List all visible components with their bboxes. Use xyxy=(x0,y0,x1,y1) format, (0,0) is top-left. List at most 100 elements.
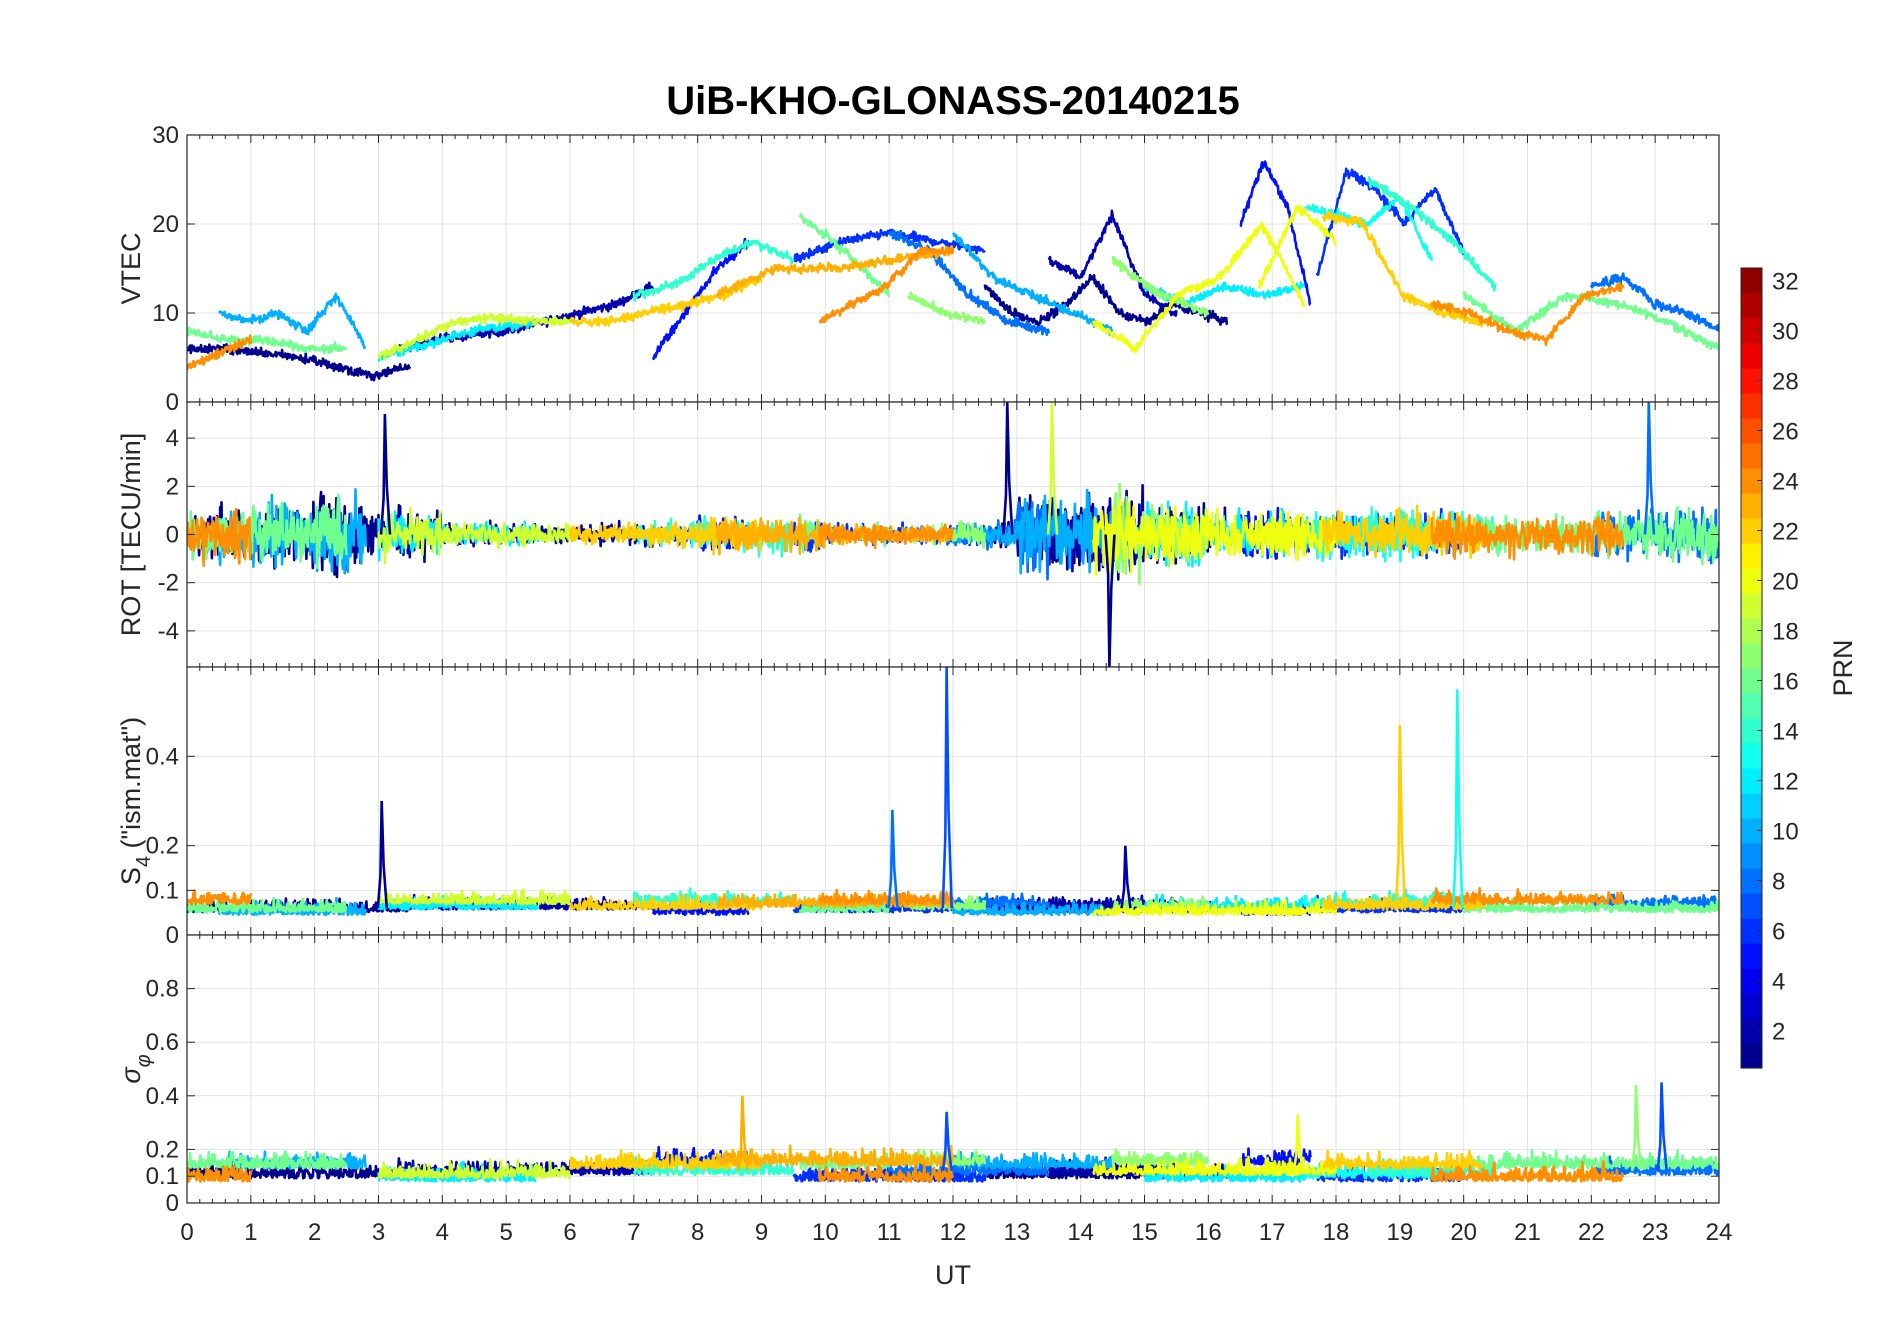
series-prn-16-vtec xyxy=(798,213,891,298)
x-tick-label: 16 xyxy=(1195,1219,1222,1246)
series-prn-22-rot xyxy=(568,515,763,556)
y-tick-label: 0.8 xyxy=(146,976,179,1003)
spike-prn-17-sigma xyxy=(1630,1085,1643,1171)
series-prn-16-s4 xyxy=(187,893,348,914)
colorbar-swatch xyxy=(1741,818,1762,844)
series-prn-22-vtec xyxy=(1321,211,1485,328)
series-prn-24-rot xyxy=(818,523,954,550)
colorbar-tick-label: 18 xyxy=(1772,619,1799,646)
x-tick-label: 1 xyxy=(244,1219,257,1246)
y-tick-label: 30 xyxy=(152,122,179,149)
x-tick-label: 18 xyxy=(1323,1219,1350,1246)
colorbar-tick-label: 20 xyxy=(1772,569,1799,596)
colorbar-swatch xyxy=(1741,1043,1762,1069)
series-prn-16-sigma xyxy=(187,1150,348,1170)
y-tick-label: 0.2 xyxy=(146,1136,179,1163)
series-prn-16-vtec xyxy=(1462,291,1719,351)
colorbar-swatch xyxy=(1741,618,1762,644)
x-tick-label: 15 xyxy=(1131,1219,1158,1246)
x-tick-label: 3 xyxy=(372,1219,385,1246)
y-tick-label: -4 xyxy=(158,618,179,645)
x-tick-label: 17 xyxy=(1259,1219,1286,1246)
colorbar-swatch xyxy=(1741,568,1762,594)
series-prn-12-s4 xyxy=(377,894,540,911)
colorbar-tick-label: 10 xyxy=(1772,819,1799,846)
spike-prn-2-s4 xyxy=(1120,845,1132,909)
colorbar-tick-label: 22 xyxy=(1772,519,1799,546)
colorbar-tick-label: 16 xyxy=(1772,669,1799,696)
spike-prn-8-rot xyxy=(1643,402,1656,535)
y-label-main: σ xyxy=(116,1066,146,1084)
x-axis: 0 1 2 3 4 5 6 7 8 9 10 11 12 13 14 15 16 17 18 19 20 21 22 23 24 xyxy=(180,1219,1732,1246)
x-tick-label: 22 xyxy=(1578,1219,1605,1246)
y-tick-label: -2 xyxy=(158,570,179,597)
y-tick-label: 20 xyxy=(152,211,179,238)
colorbar-tick-label: 28 xyxy=(1772,369,1799,396)
spike-prn-7-s4 xyxy=(941,667,954,909)
series-prn-23-sigma xyxy=(715,1144,955,1167)
series-prn-16-s4 xyxy=(1462,897,1719,914)
series-prn-19-rot xyxy=(377,506,572,565)
series-prn-2-vtec xyxy=(1047,209,1178,317)
y-tick-label: 0 xyxy=(166,1190,179,1217)
spike-prn-23-sigma xyxy=(737,1095,749,1171)
y-tick-label: 0.2 xyxy=(146,833,179,860)
spike-prn-20-sigma xyxy=(1292,1114,1305,1172)
x-tick-label: 24 xyxy=(1706,1219,1733,1246)
colorbar-tick-label: 2 xyxy=(1772,1019,1785,1046)
colorbar-swatch xyxy=(1741,868,1762,894)
series-prn-5-vtec xyxy=(651,237,750,361)
series-prn-8-vtec xyxy=(888,230,1051,337)
spike-prn-1-rot xyxy=(1104,534,1116,667)
colorbar-tick-label: 12 xyxy=(1772,769,1799,796)
x-tick-label: 10 xyxy=(812,1219,839,1246)
colorbar-swatch xyxy=(1741,993,1762,1019)
series-group-s4 xyxy=(187,667,1719,917)
colorbar-swatch xyxy=(1741,843,1762,869)
colorbar-swatch xyxy=(1741,943,1762,969)
panel-rot: -4 -2 0 2 4 ROT [TECU/min] xyxy=(116,401,1720,668)
chart-title: UiB-KHO-GLONASS-20140215 xyxy=(666,79,1240,123)
series-prn-19-vtec xyxy=(377,312,572,361)
x-tick-label: 5 xyxy=(499,1219,512,1246)
colorbar-swatch xyxy=(1741,768,1762,794)
series-prn-22-sigma xyxy=(1322,1149,1484,1170)
panel-vtec: 0 10 20 30 VTEC xyxy=(116,122,1720,416)
colorbar-tick-label: 32 xyxy=(1772,269,1799,296)
spike-prn-7-sigma xyxy=(1656,1082,1668,1171)
series-prn-19-s4 xyxy=(377,888,572,906)
series-prn-13-vtec xyxy=(1302,195,1434,261)
colorbar-swatch xyxy=(1741,418,1762,444)
series-prn-17-vtec xyxy=(1111,255,1210,318)
spike-prn-13-s4 xyxy=(1452,689,1464,909)
series-prn-20-vtec xyxy=(1092,221,1306,354)
series-prn-10-vtec xyxy=(952,231,1114,337)
series-prn-17-s4 xyxy=(907,894,987,911)
series-prn-16-s4 xyxy=(798,895,890,914)
colorbar-frame xyxy=(1740,267,1763,1069)
series-prn-19-sigma xyxy=(377,1158,572,1180)
y-tick-label: 0.1 xyxy=(146,877,179,904)
colorbar-swatch xyxy=(1741,918,1762,944)
series-prn-17-vtec xyxy=(907,291,986,325)
colorbar-swatch xyxy=(1741,443,1762,469)
series-prn-24-vtec xyxy=(818,245,955,324)
series-prn-16-sigma xyxy=(1462,1148,1719,1170)
series-group-rot xyxy=(187,402,1719,667)
y-tick-label: 0 xyxy=(166,922,179,949)
series-prn-5-vtec xyxy=(1239,160,1312,306)
y-tick-label: 0.4 xyxy=(146,743,179,770)
colorbar-swatch xyxy=(1741,743,1762,769)
panel-sigma: 00.10.2 0.4 0.6 0.8 σφ xyxy=(116,934,1720,1217)
colorbar-swatch xyxy=(1741,968,1762,994)
series-prn-24-vtec xyxy=(1430,281,1625,347)
x-tick-label: 13 xyxy=(1003,1219,1030,1246)
series-prn-24-s4 xyxy=(187,889,253,906)
y-tick-label: 0 xyxy=(166,522,179,549)
colorbar-swatch xyxy=(1741,1018,1762,1044)
x-tick-label: 4 xyxy=(436,1219,449,1246)
colorbar-swatch xyxy=(1741,693,1762,719)
colorbar-swatch xyxy=(1741,543,1762,569)
